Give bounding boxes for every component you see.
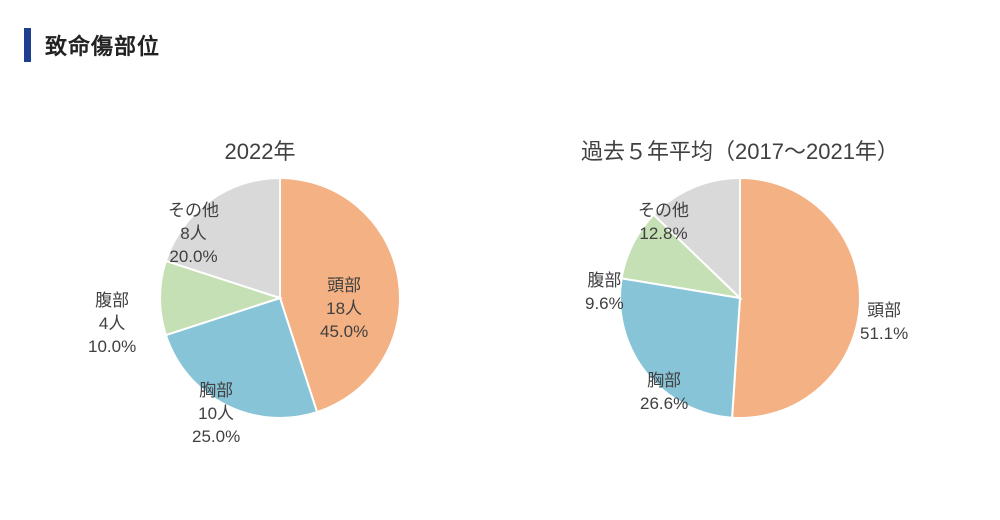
slice-label-line: 26.6% [640, 394, 688, 413]
slice-label-line: 頭部 [867, 301, 901, 320]
slice-label-other: その他 12.8% [638, 200, 689, 246]
slice-label-line: その他 [638, 201, 689, 220]
slice-label-chest: 胸部 10人 25.0% [192, 380, 240, 449]
slice-label-line: 12.8% [639, 224, 687, 243]
slice-label-chest: 胸部 26.6% [640, 370, 688, 416]
slice-label-line: 10人 [198, 404, 234, 423]
slice-label-line: 18人 [326, 299, 362, 318]
slice-label-line: その他 [168, 201, 219, 220]
slice-label-head: 頭部 18人 45.0% [320, 275, 368, 344]
slice-label-line: 20.0% [169, 247, 217, 266]
slice-label-line: 腹部 [95, 291, 129, 310]
slice-label-line: 頭部 [327, 276, 361, 295]
slice-label-head: 頭部 51.1% [860, 300, 908, 346]
slice-label-line: 9.6% [585, 294, 624, 313]
slice-label-line: 腹部 [587, 271, 621, 290]
slice-label-line: 8人 [180, 224, 206, 243]
slice-label-abdomen: 腹部 9.6% [585, 270, 624, 316]
slice-label-line: 51.1% [860, 324, 908, 343]
slice-label-other: その他 8人 20.0% [168, 200, 219, 269]
chart-title-2022: 2022年 [30, 134, 490, 166]
slice-label-abdomen: 腹部 4人 10.0% [88, 290, 136, 359]
slice-label-line: 45.0% [320, 322, 368, 341]
section-heading: 致命傷部位 [24, 28, 160, 62]
page-root: 致命傷部位 2022年 頭部 18人 45.0% 胸部 10人 25.0% 腹部… [0, 0, 1000, 519]
slice-label-line: 胸部 [199, 381, 233, 400]
pie-slice-head [732, 178, 860, 418]
chart-title-5yr-avg: 過去５年平均（2017～2021年） [490, 134, 990, 166]
heading-title: 致命傷部位 [45, 29, 160, 61]
slice-label-line: 胸部 [647, 371, 681, 390]
slice-label-line: 25.0% [192, 427, 240, 446]
slice-label-line: 4人 [99, 314, 125, 333]
heading-accent-bar [24, 28, 31, 62]
charts-area: 2022年 頭部 18人 45.0% 胸部 10人 25.0% 腹部 4人 10… [0, 120, 1000, 520]
slice-label-line: 10.0% [88, 337, 136, 356]
